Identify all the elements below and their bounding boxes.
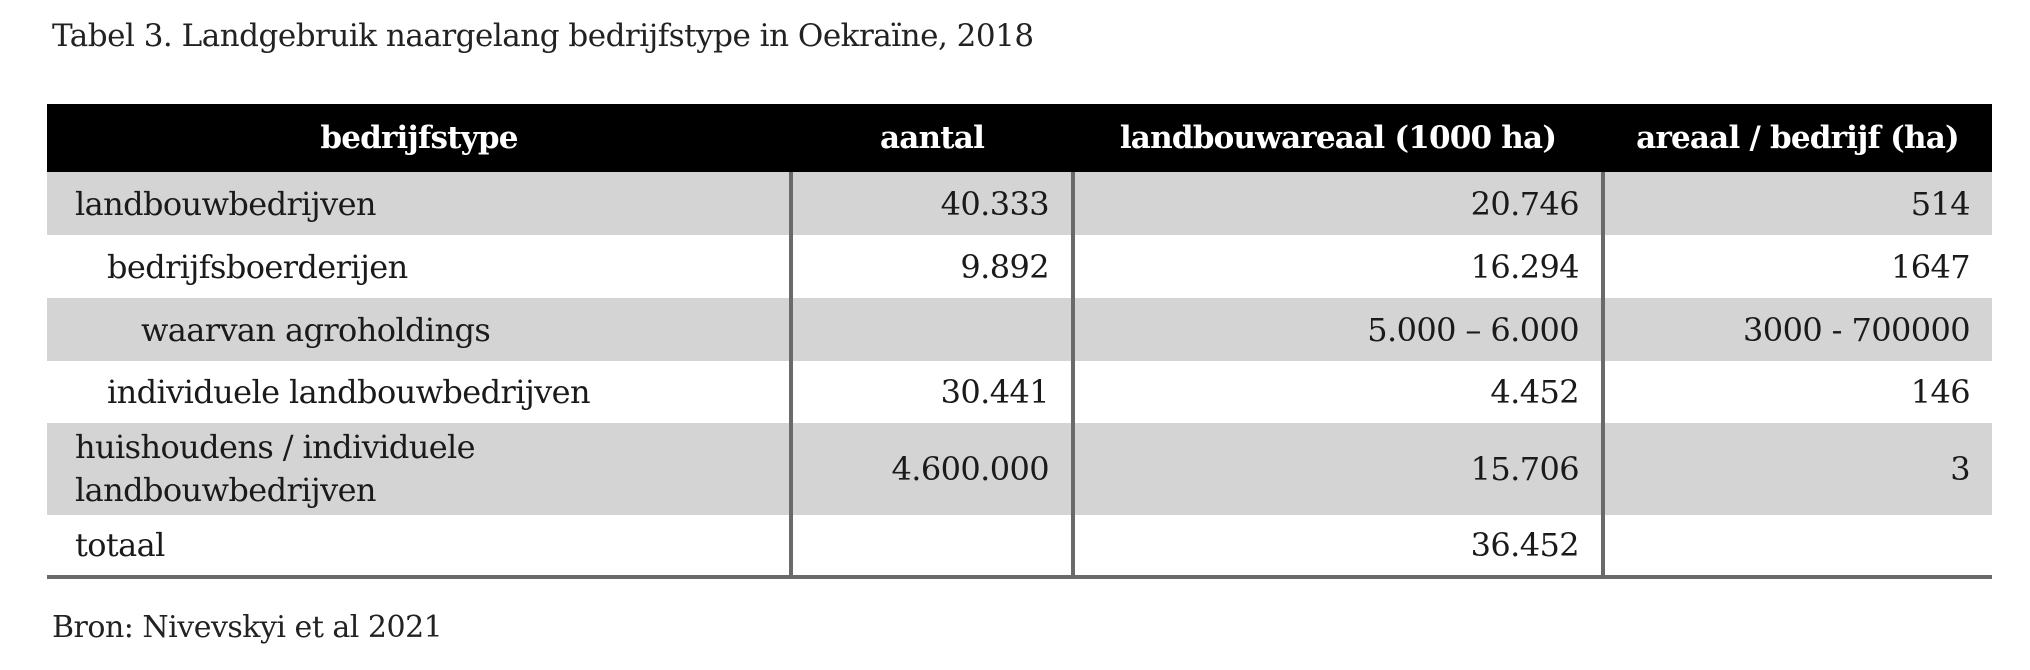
table-row: individuele landbouwbedrijven 30.441 4.4… [47,361,1992,423]
cell-areaal-per-bedrijf: 146 [1601,361,1992,423]
cell-areaal-per-bedrijf: 514 [1601,172,1992,235]
header-areaal-per-bedrijf: areaal / bedrijf (ha) [1636,120,1959,156]
table-row: bedrijfsboerderijen 9.892 16.294 1647 [47,235,1992,298]
cell-aantal: 40.333 [789,172,1073,235]
cell-landbouwareaal: 5.000 – 6.000 [1071,298,1603,361]
table-caption: Tabel 3. Landgebruik naargelang bedrijfs… [52,18,1034,54]
cell-bedrijfstype: individuele landbouwbedrijven [107,373,591,411]
cell-aantal [789,298,1073,361]
cell-landbouwareaal: 20.746 [1071,172,1603,235]
table-row-total: totaal 36.452 [47,515,1992,577]
cell-bedrijfstype: landbouwbedrijven [75,184,377,223]
cell-bedrijfstype: waarvan agroholdings [141,310,491,349]
cell-aantal [789,515,1073,577]
cell-bedrijfstype: bedrijfsboerderijen [107,247,408,286]
table-row: huishoudens / individuele landbouwbedrij… [47,423,1992,515]
source-note: Bron: Nivevskyi et al 2021 [52,610,443,645]
cell-areaal-per-bedrijf: 1647 [1601,235,1992,298]
header-aantal: aantal [879,120,985,156]
cell-aantal: 30.441 [789,361,1073,423]
cell-areaal-per-bedrijf: 3000 - 700000 [1601,298,1992,361]
cell-landbouwareaal: 16.294 [1071,235,1603,298]
header-landbouwareaal: landbouwareaal (1000 ha) [1119,120,1557,156]
cell-areaal-per-bedrijf: 3 [1601,423,1992,515]
cell-landbouwareaal: 4.452 [1071,361,1603,423]
table-row: landbouwbedrijven 40.333 20.746 514 [47,172,1992,235]
cell-landbouwareaal: 15.706 [1071,423,1603,515]
table-row: waarvan agroholdings 5.000 – 6.000 3000 … [47,298,1992,361]
cell-bedrijfstype: totaal [75,526,165,564]
table-header-row: bedrijfstype aantal landbouwareaal (1000… [47,104,1992,172]
cell-aantal: 9.892 [789,235,1073,298]
cell-bedrijfstype: huishoudens / individuele landbouwbedrij… [75,428,476,509]
header-bedrijfstype: bedrijfstype [320,120,518,156]
cell-landbouwareaal: 36.452 [1071,515,1603,577]
cell-aantal: 4.600.000 [789,423,1073,515]
cell-areaal-per-bedrijf [1601,515,1992,577]
land-use-table: bedrijfstype aantal landbouwareaal (1000… [47,104,1992,579]
